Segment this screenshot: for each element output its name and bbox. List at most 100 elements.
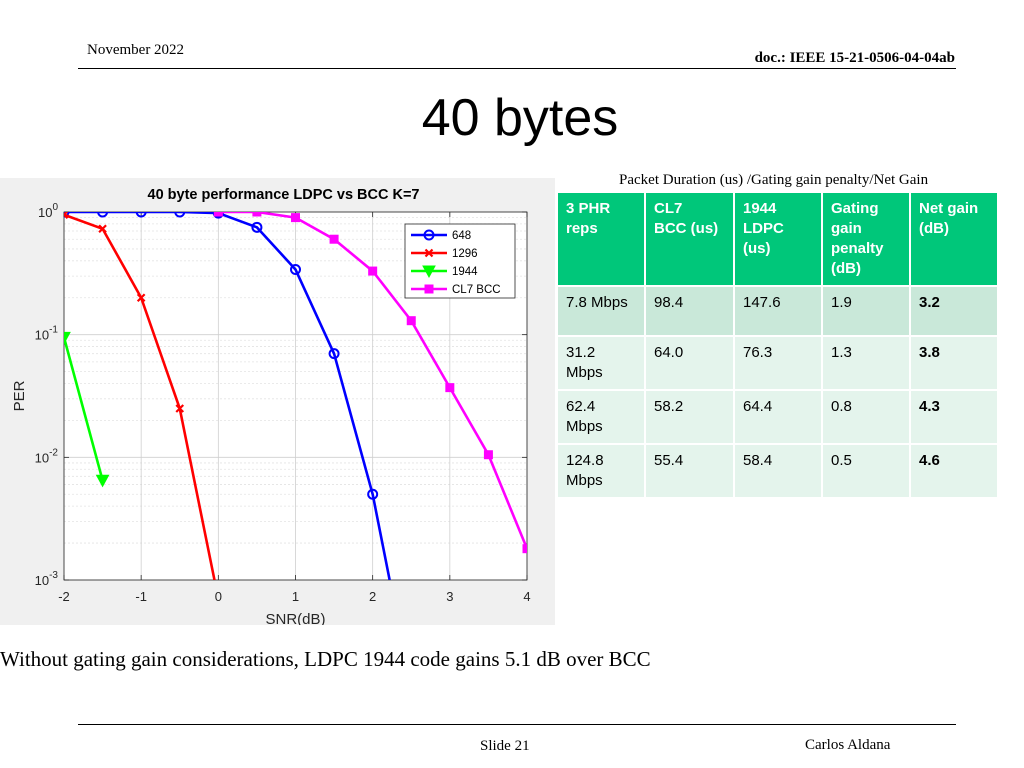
header-net-gain: Net gain (dB) xyxy=(911,193,997,285)
cell-line: 76.3 xyxy=(743,344,773,361)
table-cell: 147.6 xyxy=(735,287,821,335)
cell-line: 64.4 xyxy=(743,398,773,415)
cell-line: Mbps xyxy=(566,472,603,489)
table-cell: 3.2 xyxy=(911,287,997,335)
header-line: penalty xyxy=(831,240,884,257)
x-tick-label: -2 xyxy=(58,589,70,604)
legend-marker xyxy=(423,229,435,241)
header-line: (dB) xyxy=(919,220,949,237)
data-point xyxy=(406,316,416,326)
table-body: 7.8 Mbps 98.4 147.6 1.9 3.2 31.2 Mbps 64.0 76.3 1… xyxy=(558,287,997,497)
table-cell: 31.2 Mbps xyxy=(558,337,644,389)
table-cell: 4.3 xyxy=(911,391,997,443)
header-line: (us) xyxy=(743,240,771,257)
data-point xyxy=(135,212,147,218)
table-header-row: 3 PHR reps CL7 BCC (us) 1944 LDPC (us) Gating ga… xyxy=(558,193,997,285)
data-point xyxy=(328,348,340,360)
x-tick-label: -1 xyxy=(135,589,147,604)
data-point xyxy=(175,404,185,413)
header-1944-ldpc: 1944 LDPC (us) xyxy=(735,193,821,285)
data-point xyxy=(291,213,300,223)
legend-label: 1296 xyxy=(452,248,478,260)
cell-line: 147.6 xyxy=(743,294,781,311)
legend-label: 648 xyxy=(452,230,471,242)
x-tick-label: 3 xyxy=(446,589,453,604)
chart-panel: -2 -1 0 1 2 3 4 100 10-1 10-2 10-3 40 byte performa… xyxy=(0,178,555,625)
data-point xyxy=(483,450,493,460)
cell-line: 4.6 xyxy=(919,452,940,469)
cell-line: 124.8 xyxy=(566,452,604,469)
table-cell: 4.6 xyxy=(911,445,997,497)
header-line: 1944 xyxy=(743,200,777,217)
y-tick-base: 10 xyxy=(38,205,52,220)
x-tick-label: 4 xyxy=(523,589,530,604)
legend-label: 1944 xyxy=(452,266,478,278)
cell-line: Mbps xyxy=(566,364,603,381)
header-cl7-bcc: CL7 BCC (us) xyxy=(646,193,733,285)
table-cell: 1.9 xyxy=(823,287,909,335)
header-line: reps xyxy=(566,220,598,237)
y-tick-base: 10 xyxy=(35,573,49,588)
note-text: Without gating gain considerations, LDPC… xyxy=(0,647,651,671)
footer-rule xyxy=(78,724,956,725)
x-axis-label: SNR(dB) xyxy=(265,611,325,625)
header-line: BCC (us) xyxy=(654,220,719,237)
header-line: gain xyxy=(831,220,862,237)
data-point xyxy=(97,212,109,218)
x-tick-label: 1 xyxy=(292,589,299,604)
cell-line: 1.3 xyxy=(831,344,852,361)
chart-title: 40 byte performance LDPC vs BCC K=7 xyxy=(148,187,420,203)
cell-line: 3.8 xyxy=(919,344,940,361)
x-tick-label: 0 xyxy=(215,589,222,604)
table-cell: 64.0 xyxy=(646,337,733,389)
y-tick-exponent: -2 xyxy=(49,447,58,458)
cell-line: 98.4 xyxy=(654,294,684,311)
header-line: Net gain xyxy=(919,200,979,217)
header-line: LDPC xyxy=(743,220,784,237)
y-tick-label: 100 xyxy=(38,202,58,220)
table-cell: 64.4 xyxy=(735,391,821,443)
table-cell: 3.8 xyxy=(911,337,997,389)
data-point xyxy=(174,212,186,218)
header-gating-penalty: Gating gain penalty (dB) xyxy=(823,193,909,285)
cell-line: 3.2 xyxy=(919,294,940,311)
data-point xyxy=(329,234,339,244)
table-cell: 124.8 Mbps xyxy=(558,445,644,497)
cell-line: Mbps xyxy=(566,418,603,435)
data-point xyxy=(367,488,379,500)
data-point xyxy=(95,474,110,488)
header-rule xyxy=(78,68,956,69)
legend-marker xyxy=(422,265,436,279)
table-header: 3 PHR reps CL7 BCC (us) 1944 LDPC (us) Gating ga… xyxy=(558,193,997,285)
data-point xyxy=(64,331,71,345)
table-row: 31.2 Mbps 64.0 76.3 1.3 3.8 xyxy=(558,337,997,389)
cell-line: 1.9 xyxy=(831,294,852,311)
table-caption: Packet Duration (us) /Gating gain penalt… xyxy=(619,172,929,188)
data-point xyxy=(290,263,301,275)
series-line-1944 xyxy=(64,337,104,481)
table-row: 7.8 Mbps 98.4 147.6 1.9 3.2 xyxy=(558,287,997,335)
table-cell: 7.8 Mbps xyxy=(558,287,644,335)
cell-line: 31.2 xyxy=(566,344,596,361)
y-tick-base: 10 xyxy=(35,450,49,465)
series-group xyxy=(64,212,527,580)
legend-label: CL7 BCC xyxy=(452,284,501,296)
y-tick-label: 10-2 xyxy=(35,447,59,465)
packet-duration-table: 3 PHR reps CL7 BCC (us) 1944 LDPC (us) Gating ga… xyxy=(556,191,999,499)
x-tick-label: 2 xyxy=(369,589,376,604)
table-cell: 98.4 xyxy=(646,287,733,335)
header-line: (dB) xyxy=(831,260,861,277)
data-point xyxy=(522,544,527,554)
cell-line: 64.0 xyxy=(654,344,684,361)
legend-marker xyxy=(424,248,434,258)
data-point xyxy=(368,266,378,276)
table-cell: 0.8 xyxy=(823,391,909,443)
table-cell: 55.4 xyxy=(646,445,733,497)
y-tick-exponent: -1 xyxy=(49,325,58,336)
data-point xyxy=(136,293,146,303)
table-row: 124.8 Mbps 55.4 58.4 0.5 4.6 xyxy=(558,445,997,497)
cell-line: 55.4 xyxy=(654,452,684,469)
table-cell: 62.4 Mbps xyxy=(558,391,644,443)
data-point xyxy=(98,224,107,234)
header-date: November 2022 xyxy=(87,42,185,58)
